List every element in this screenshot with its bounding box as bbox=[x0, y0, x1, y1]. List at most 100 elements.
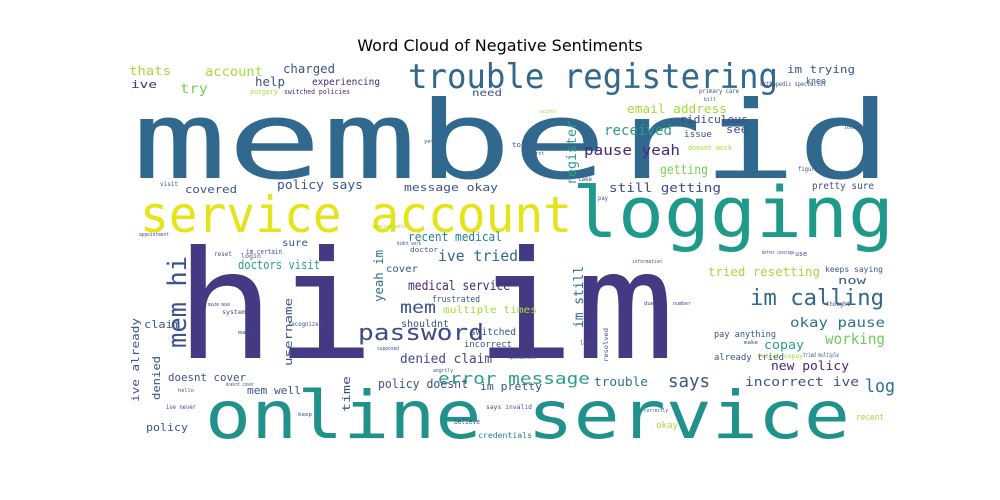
word: issue bbox=[684, 130, 712, 140]
word: tried resetting bbox=[708, 265, 820, 279]
word: recognized bbox=[288, 321, 322, 328]
word: mem bbox=[400, 298, 436, 318]
word: says bbox=[668, 371, 710, 392]
word: received bbox=[604, 123, 672, 139]
word: incorrect bbox=[464, 340, 512, 350]
word: knee bbox=[806, 77, 826, 87]
word: help bbox=[255, 75, 285, 89]
word: system bbox=[222, 309, 246, 316]
word: im certain bbox=[246, 248, 282, 256]
word: error message bbox=[438, 369, 590, 388]
word: still getting bbox=[609, 181, 721, 195]
word: ive never bbox=[166, 404, 196, 411]
word: tried multiple bbox=[803, 352, 839, 359]
word: maybe mean bbox=[208, 302, 230, 308]
word: first bbox=[530, 151, 544, 157]
word: im trying bbox=[787, 63, 855, 76]
word: bill bbox=[704, 97, 716, 103]
word: ridiculous bbox=[680, 113, 748, 126]
word: use bbox=[795, 250, 807, 258]
word: orthopedic specialist bbox=[760, 81, 826, 88]
word: denied bbox=[150, 356, 163, 400]
word: specialist bbox=[508, 355, 536, 361]
word: trouble registering bbox=[408, 57, 778, 97]
word: try bbox=[180, 82, 208, 97]
word: working bbox=[825, 330, 885, 348]
word: new policy bbox=[771, 359, 849, 373]
word: medical service bbox=[408, 279, 510, 294]
word: unacceptable bbox=[372, 224, 406, 230]
word: surgery bbox=[250, 88, 278, 96]
word: mem well bbox=[247, 384, 301, 397]
word: now bbox=[838, 274, 867, 287]
word: information bbox=[632, 259, 662, 265]
word: doctor bbox=[410, 246, 438, 254]
word: recent copay bbox=[757, 353, 803, 360]
word: switched policies bbox=[284, 88, 350, 96]
word: resolved bbox=[603, 328, 610, 362]
word: doctors visit bbox=[238, 258, 320, 272]
word: cover bbox=[386, 264, 418, 275]
word: policy doesnt bbox=[378, 377, 468, 391]
word: thought bbox=[826, 301, 850, 308]
word: make bbox=[744, 340, 758, 346]
word: pause yeah bbox=[584, 143, 680, 159]
word: pretty sure bbox=[812, 181, 874, 192]
word: frustrated bbox=[432, 295, 480, 305]
word: account bbox=[205, 65, 263, 80]
word: hello bbox=[178, 388, 194, 394]
word: says invalid bbox=[486, 404, 532, 411]
word: experiencing bbox=[312, 77, 380, 88]
word: claim bbox=[144, 318, 180, 331]
word: doesnt cover bbox=[226, 382, 254, 388]
word: okay pause bbox=[790, 316, 885, 331]
word: pay anything bbox=[714, 330, 776, 340]
word: login bbox=[241, 253, 261, 260]
word: already tried bbox=[714, 353, 784, 363]
word: number bbox=[673, 301, 691, 307]
word: shouldnt bbox=[401, 319, 449, 330]
word: message okay bbox=[404, 181, 498, 194]
word: online service bbox=[205, 377, 850, 454]
word: okay bbox=[656, 421, 679, 431]
word: appointment bbox=[139, 232, 169, 238]
word: keeps saying bbox=[825, 265, 883, 274]
word: keep bbox=[298, 412, 312, 418]
word: log bbox=[865, 376, 895, 397]
word: let bbox=[580, 340, 590, 347]
word: im calling bbox=[750, 286, 884, 311]
word: didnt work bbox=[397, 241, 421, 247]
word: memberid bbox=[132, 79, 892, 204]
word: supposed bbox=[377, 346, 399, 352]
word: see bbox=[726, 123, 748, 136]
word: locked bbox=[844, 125, 862, 131]
word: copay bbox=[764, 338, 804, 352]
word: visit bbox=[160, 181, 178, 188]
word: due bbox=[644, 301, 654, 307]
word: username bbox=[282, 298, 295, 366]
word: pay bbox=[598, 195, 608, 202]
word: im still bbox=[572, 266, 587, 328]
word: getting bbox=[660, 163, 708, 178]
chart-title: Word Cloud of Negative Sentiments bbox=[357, 36, 643, 55]
word: thats bbox=[129, 64, 171, 78]
word: told bbox=[512, 141, 530, 149]
word: password bbox=[358, 321, 484, 346]
word: yeah im bbox=[372, 250, 386, 302]
word: trouble bbox=[594, 375, 648, 389]
word: policy bbox=[146, 421, 188, 434]
word: time bbox=[340, 376, 353, 412]
word: sure bbox=[282, 238, 308, 249]
word: doesnt cover bbox=[168, 371, 246, 384]
word: charged bbox=[283, 62, 335, 76]
word: ive already bbox=[129, 318, 142, 402]
word: email address bbox=[627, 102, 727, 116]
word: doesnt work bbox=[688, 144, 733, 152]
word: ive bbox=[131, 78, 157, 91]
word: mem hi bbox=[163, 256, 193, 348]
word: reset bbox=[214, 251, 232, 258]
word: hi im bbox=[175, 220, 675, 394]
word: correctly bbox=[644, 408, 668, 414]
